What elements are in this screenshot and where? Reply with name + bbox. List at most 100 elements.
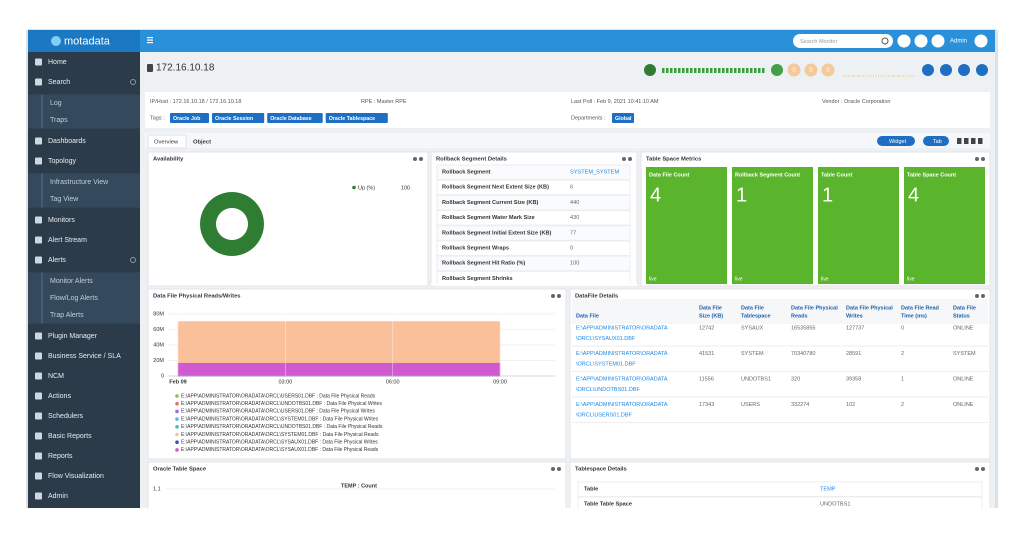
progress-tick — [762, 68, 765, 73]
sidebar-item[interactable]: Dashboards — [48, 138, 86, 145]
file-link[interactable]: \ORCL\USERS01.DBF — [576, 412, 633, 418]
table-cell: 2 — [901, 351, 904, 357]
button-label[interactable]: Widget — [889, 139, 907, 145]
legend-entry[interactable]: E:\APP\ADMINISTRATOR\ORADATA\ORCL\UNDOTB… — [181, 424, 383, 430]
sidebar-item[interactable]: Actions — [48, 393, 71, 400]
tag-label[interactable]: Oracle Job — [173, 116, 201, 122]
legend-entry[interactable]: E:\APP\ADMINISTRATOR\ORADATA\ORCL\USERS0… — [181, 393, 376, 399]
y-tick-label: 60M — [153, 327, 164, 333]
tile-status: live — [821, 276, 829, 282]
tag-label[interactable]: Oracle Tablespace — [329, 116, 375, 122]
table-cell: 0 — [901, 325, 904, 331]
table-cell: 70340780 — [791, 351, 815, 357]
widget-icon — [981, 294, 985, 298]
table-cell: UNDOTBS1 — [741, 376, 771, 382]
legend-entry[interactable]: E:\APP\ADMINISTRATOR\ORADATA\ORCL\SYSTEM… — [181, 416, 379, 422]
widget — [148, 152, 428, 286]
file-link[interactable]: E:\APP\ADMINISTRATOR\ORADATA — [576, 402, 668, 408]
table-cell: ONLINE — [953, 402, 974, 408]
legend-entry[interactable]: E:\APP\ADMINISTRATOR\ORADATA\ORCL\USERS0… — [181, 409, 375, 415]
tab[interactable]: Overview — [154, 140, 179, 146]
sidebar-item[interactable]: Log — [50, 100, 62, 107]
table-cell: 11556 — [699, 376, 714, 382]
bottom-mask — [26, 508, 998, 536]
sidebar-item[interactable]: Business Service / SLA — [48, 353, 121, 360]
file-link[interactable]: \ORCL\UNDOTBS01.DBF — [576, 387, 641, 393]
legend-entry[interactable]: E:\APP\ADMINISTRATOR\ORADATA\ORCL\SYSAUX… — [181, 440, 378, 446]
tab[interactable]: Object — [193, 140, 211, 146]
sidebar-icon — [35, 217, 42, 224]
progress-tick — [714, 68, 717, 73]
sidebar-item[interactable]: Admin — [48, 493, 68, 500]
widget-icon — [981, 467, 985, 471]
sidebar-item[interactable]: Alert Stream — [48, 237, 87, 244]
table-cell: 102 — [846, 402, 855, 408]
progress-tick — [722, 68, 725, 73]
file-link[interactable]: E:\APP\ADMINISTRATOR\ORADATA — [576, 376, 668, 382]
progress-tick — [746, 68, 749, 73]
menu-icon — [147, 40, 153, 41]
legend-entry[interactable]: E:\APP\ADMINISTRATOR\ORADATA\ORCL\SYSTEM… — [181, 432, 379, 438]
sidebar-item[interactable]: Infrastructure View — [50, 179, 109, 186]
sidebar-item[interactable]: Flow Visualization — [48, 473, 104, 480]
progress-tick — [742, 68, 745, 73]
sidebar-icon — [35, 453, 42, 460]
column-header: Data File Physical — [846, 305, 893, 311]
legend-dot — [175, 402, 179, 406]
user-name[interactable]: Admin — [950, 39, 967, 45]
info-last-poll: Last Poll : Feb 9, 2021 10:41:10 AM — [571, 99, 659, 105]
sidebar-item[interactable]: NCM — [48, 373, 64, 380]
table-cell: ONLINE — [953, 376, 974, 382]
sidebar-item[interactable]: Alerts — [48, 257, 66, 264]
progress-tick — [706, 68, 709, 73]
sidebar-item[interactable]: Search — [48, 79, 70, 86]
sidebar-item[interactable]: Topology — [48, 158, 77, 165]
power-icon — [975, 35, 988, 48]
sidebar-icon — [35, 373, 42, 380]
sidebar-icon — [35, 79, 42, 86]
legend-entry[interactable]: E:\APP\ADMINISTRATOR\ORADATA\ORCL\UNDOTB… — [181, 401, 382, 407]
tool-icon — [957, 138, 962, 144]
button-label[interactable]: Tab — [933, 139, 942, 145]
tile-label: Rollback Segment Count — [735, 172, 800, 178]
file-link[interactable]: \ORCL\SYSTEM01.DBF — [576, 361, 636, 367]
file-link[interactable]: E:\APP\ADMINISTRATOR\ORADATA — [576, 325, 668, 331]
progress-tick — [694, 68, 697, 73]
tag-label[interactable]: Oracle Session — [215, 116, 253, 122]
file-link[interactable]: \ORCL\SYSAUX01.DBF — [576, 336, 636, 342]
sidebar-item[interactable]: Monitors — [48, 217, 75, 224]
sidebar-item[interactable]: Plugin Manager — [48, 333, 98, 340]
sidebar-item[interactable]: Flow/Log Alerts — [50, 295, 98, 302]
file-link[interactable]: E:\APP\ADMINISTRATOR\ORADATA — [576, 351, 668, 357]
x-tick-label: 06:00 — [386, 379, 400, 385]
progress-tick — [718, 68, 721, 73]
sidebar-item[interactable]: Tag View — [50, 196, 79, 203]
sidebar-item[interactable]: Schedulers — [48, 413, 84, 420]
row-value: UNDOTBS1 — [820, 501, 850, 507]
sidebar-item[interactable]: Reports — [48, 453, 73, 460]
row-label: Table — [584, 486, 598, 492]
legend-dot — [175, 394, 179, 398]
widget-icon — [557, 294, 561, 298]
x-tick-label: 03:00 — [278, 379, 292, 385]
table-cell: 39358 — [846, 376, 861, 382]
search-placeholder[interactable]: Search Monitor — [800, 39, 837, 45]
row-label: Rollback Segment Hit Ratio (%) — [442, 261, 525, 267]
y-tick-label: 80M — [153, 311, 164, 317]
action-icon — [976, 64, 988, 76]
tag-label[interactable]: Oracle Database — [270, 116, 312, 122]
table-row — [578, 482, 982, 497]
sidebar-icon — [35, 473, 42, 480]
x-tick-label: 09:00 — [493, 379, 507, 385]
sidebar-item[interactable]: Basic Reports — [48, 433, 92, 440]
sidebar-item[interactable]: Monitor Alerts — [50, 278, 93, 285]
widget-icon — [975, 467, 979, 471]
tag-label[interactable]: Global — [615, 116, 632, 122]
column-header: Data File — [576, 313, 599, 319]
legend-entry[interactable]: E:\APP\ADMINISTRATOR\ORADATA\ORCL\SYSAUX… — [181, 447, 379, 453]
sidebar-item[interactable]: Home — [48, 59, 67, 66]
sidebar-icon — [35, 413, 42, 420]
sidebar-item[interactable]: Trap Alerts — [50, 312, 84, 319]
sidebar-item[interactable]: Traps — [50, 117, 68, 124]
